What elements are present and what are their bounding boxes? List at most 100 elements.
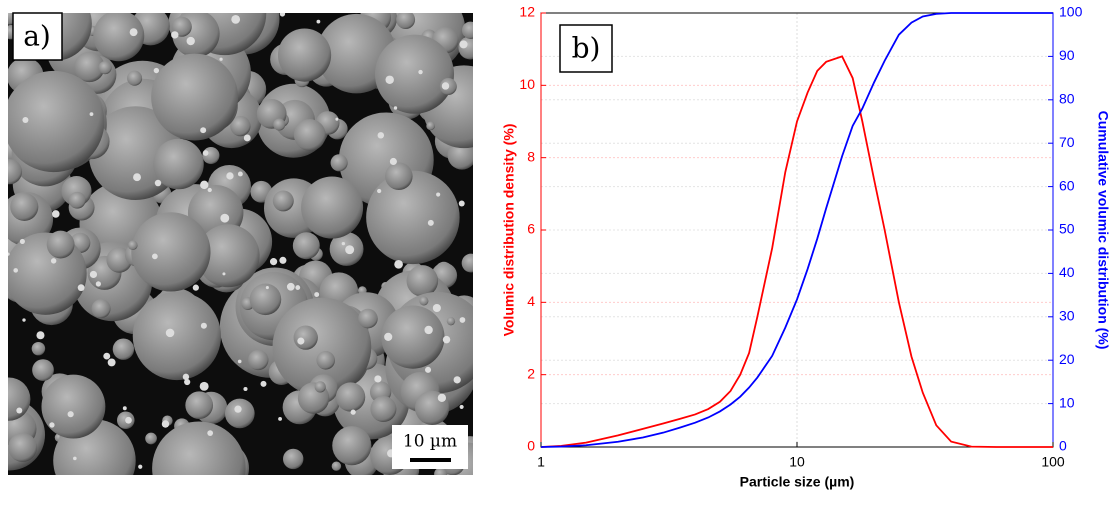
particle — [46, 230, 75, 259]
particle — [8, 159, 23, 185]
x-tick-label: 100 — [1041, 454, 1065, 470]
satellite — [207, 187, 212, 193]
satellite — [243, 386, 248, 392]
series-line — [540, 12, 1053, 448]
satellite — [295, 285, 301, 290]
satellite — [13, 268, 19, 273]
particle — [293, 119, 326, 151]
particle — [446, 316, 456, 326]
satellite — [279, 13, 286, 17]
sem-image — [8, 13, 473, 475]
particle — [461, 253, 473, 273]
y2-tick-label: 80 — [1059, 91, 1075, 107]
particle — [381, 305, 445, 369]
satellite — [385, 75, 394, 85]
satellite — [154, 179, 162, 187]
satellite — [394, 259, 403, 269]
particle — [358, 308, 378, 329]
particle — [283, 448, 304, 470]
particle — [68, 191, 86, 209]
y-axis-label: Volumic distribution density (%) — [501, 124, 517, 337]
y2-axis-label: Cumulative volumic distribution (%) — [1095, 111, 1111, 350]
plot: 1 10 1000246810120102030405060708090100Par… — [501, 4, 1112, 490]
satellite — [459, 40, 468, 49]
satellite — [418, 69, 423, 75]
particle — [370, 396, 397, 423]
satellite — [279, 256, 287, 264]
scale-bar — [410, 458, 451, 462]
y2-tick-label: 20 — [1059, 351, 1075, 367]
particle — [132, 291, 222, 381]
y-tick-label: 2 — [527, 365, 535, 381]
satellite — [125, 416, 132, 424]
y-tick-label: 4 — [527, 293, 535, 309]
y-tick-label: 8 — [527, 148, 535, 164]
satellite — [269, 258, 278, 266]
satellite — [192, 284, 199, 291]
satellite — [129, 28, 138, 37]
particle — [8, 432, 38, 462]
y2-tick-label: 90 — [1059, 47, 1075, 63]
satellite — [89, 270, 98, 279]
y-tick-label: 12 — [519, 4, 535, 20]
particle — [272, 190, 294, 212]
particle — [93, 13, 145, 62]
satellite — [95, 281, 102, 287]
satellite — [237, 359, 242, 364]
satellite — [22, 318, 26, 322]
particle — [277, 28, 332, 82]
particle — [314, 381, 326, 393]
particle — [461, 21, 473, 39]
satellite — [8, 252, 10, 256]
x-tick-label: 1 — [537, 454, 545, 470]
particle — [335, 382, 366, 412]
satellite — [297, 337, 305, 345]
particle — [396, 13, 416, 30]
y-tick-label: 6 — [527, 221, 535, 237]
satellite — [389, 157, 397, 166]
satellite — [151, 253, 158, 260]
y2-tick-label: 10 — [1059, 394, 1075, 410]
satellite — [153, 67, 160, 74]
satellite — [202, 150, 209, 156]
satellite — [243, 134, 251, 142]
satellite — [200, 322, 207, 329]
satellite — [432, 303, 441, 313]
satellite — [377, 132, 385, 139]
satellite — [226, 172, 234, 180]
particle — [74, 51, 105, 83]
scale-bar-label: 10 µm — [403, 432, 457, 452]
panel-label-box — [12, 12, 63, 61]
particle — [32, 359, 54, 381]
y2-tick-label: 30 — [1059, 308, 1075, 324]
particle — [196, 224, 260, 288]
satellite — [314, 292, 320, 297]
satellite — [231, 14, 241, 24]
satellite — [138, 464, 143, 469]
satellite — [442, 335, 451, 344]
satellite — [458, 200, 465, 207]
satellite — [73, 456, 77, 461]
satellite — [52, 210, 60, 218]
particle — [127, 240, 138, 251]
particle — [10, 192, 39, 221]
x-tick-label: 10 — [789, 454, 805, 470]
satellite — [265, 286, 269, 290]
satellite — [22, 116, 29, 123]
satellite — [437, 393, 447, 403]
particle — [301, 176, 364, 239]
satellite — [260, 380, 267, 387]
satellite — [222, 272, 226, 276]
satellite — [278, 416, 282, 421]
satellite — [286, 282, 295, 291]
particle — [426, 121, 435, 131]
particle — [316, 350, 336, 370]
y2-tick-label: 50 — [1059, 221, 1075, 237]
satellite — [441, 82, 450, 90]
panel-label: b) — [572, 32, 601, 65]
particle — [272, 297, 372, 397]
satellite — [459, 404, 464, 409]
particles — [8, 13, 473, 475]
particle — [249, 283, 282, 316]
